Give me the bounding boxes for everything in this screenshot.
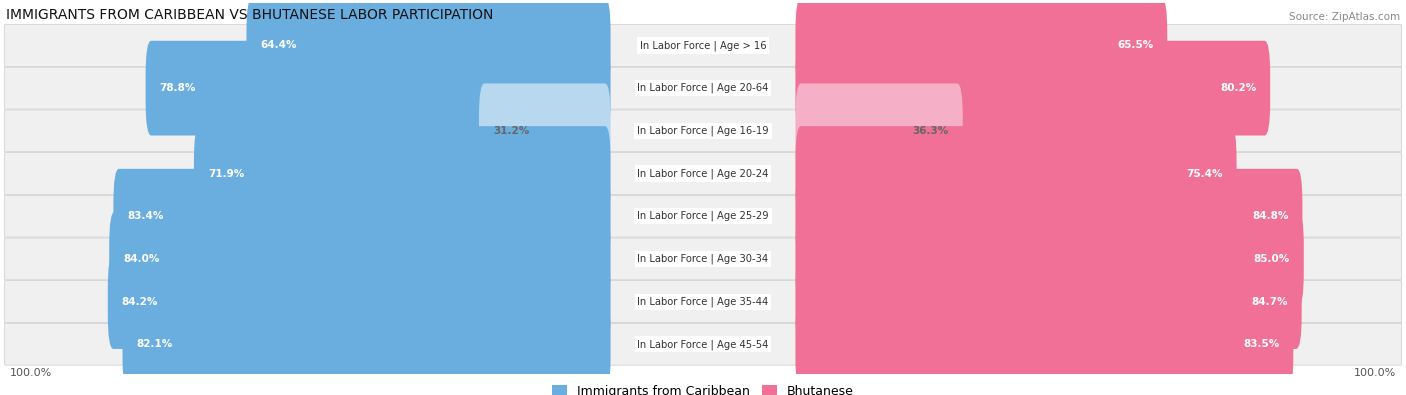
Text: In Labor Force | Age 30-34: In Labor Force | Age 30-34 xyxy=(637,254,769,264)
FancyBboxPatch shape xyxy=(122,297,610,391)
FancyBboxPatch shape xyxy=(114,169,610,263)
FancyBboxPatch shape xyxy=(110,211,610,306)
FancyBboxPatch shape xyxy=(796,41,1270,135)
FancyBboxPatch shape xyxy=(796,254,1302,349)
Text: 84.7%: 84.7% xyxy=(1251,297,1288,307)
FancyBboxPatch shape xyxy=(4,281,1402,322)
Text: In Labor Force | Age 16-19: In Labor Force | Age 16-19 xyxy=(637,126,769,136)
FancyBboxPatch shape xyxy=(796,211,1303,306)
FancyBboxPatch shape xyxy=(194,126,610,221)
Legend: Immigrants from Caribbean, Bhutanese: Immigrants from Caribbean, Bhutanese xyxy=(553,385,853,395)
FancyBboxPatch shape xyxy=(796,297,1294,391)
Text: 84.2%: 84.2% xyxy=(122,297,159,307)
Text: 84.0%: 84.0% xyxy=(124,254,160,264)
Text: 80.2%: 80.2% xyxy=(1220,83,1256,93)
FancyBboxPatch shape xyxy=(146,41,610,135)
Text: 83.4%: 83.4% xyxy=(128,211,163,221)
FancyBboxPatch shape xyxy=(4,24,1402,66)
Text: In Labor Force | Age > 16: In Labor Force | Age > 16 xyxy=(640,40,766,51)
Text: In Labor Force | Age 35-44: In Labor Force | Age 35-44 xyxy=(637,296,769,307)
Text: In Labor Force | Age 20-24: In Labor Force | Age 20-24 xyxy=(637,168,769,179)
Text: 31.2%: 31.2% xyxy=(494,126,529,136)
Text: IMMIGRANTS FROM CARIBBEAN VS BHUTANESE LABOR PARTICIPATION: IMMIGRANTS FROM CARIBBEAN VS BHUTANESE L… xyxy=(6,8,494,22)
Text: Source: ZipAtlas.com: Source: ZipAtlas.com xyxy=(1288,12,1400,22)
Text: 75.4%: 75.4% xyxy=(1187,169,1223,179)
FancyBboxPatch shape xyxy=(4,195,1402,237)
Text: 64.4%: 64.4% xyxy=(260,40,297,51)
FancyBboxPatch shape xyxy=(108,254,610,349)
Text: 84.8%: 84.8% xyxy=(1251,211,1288,221)
Text: 36.3%: 36.3% xyxy=(912,126,949,136)
Text: In Labor Force | Age 25-29: In Labor Force | Age 25-29 xyxy=(637,211,769,222)
Text: 78.8%: 78.8% xyxy=(160,83,195,93)
Text: 82.1%: 82.1% xyxy=(136,339,173,349)
FancyBboxPatch shape xyxy=(796,126,1236,221)
FancyBboxPatch shape xyxy=(4,152,1402,194)
Text: 85.0%: 85.0% xyxy=(1254,254,1289,264)
Text: 71.9%: 71.9% xyxy=(208,169,245,179)
Text: 100.0%: 100.0% xyxy=(10,368,52,378)
FancyBboxPatch shape xyxy=(796,169,1302,263)
FancyBboxPatch shape xyxy=(4,324,1402,365)
Text: 100.0%: 100.0% xyxy=(1354,368,1396,378)
Text: 83.5%: 83.5% xyxy=(1243,339,1279,349)
FancyBboxPatch shape xyxy=(4,110,1402,152)
Text: 65.5%: 65.5% xyxy=(1116,40,1153,51)
FancyBboxPatch shape xyxy=(796,0,1167,93)
Text: In Labor Force | Age 20-64: In Labor Force | Age 20-64 xyxy=(637,83,769,93)
Text: In Labor Force | Age 45-54: In Labor Force | Age 45-54 xyxy=(637,339,769,350)
FancyBboxPatch shape xyxy=(479,83,610,178)
FancyBboxPatch shape xyxy=(4,238,1402,280)
FancyBboxPatch shape xyxy=(4,67,1402,109)
FancyBboxPatch shape xyxy=(246,0,610,93)
FancyBboxPatch shape xyxy=(796,83,963,178)
